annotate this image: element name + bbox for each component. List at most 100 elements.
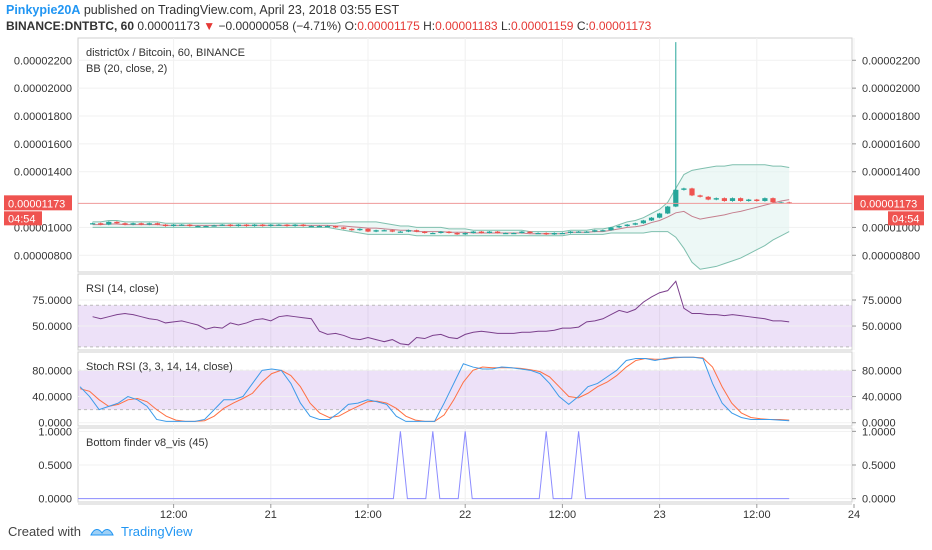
x-tick-label: 22	[459, 509, 471, 520]
candle-body	[470, 231, 476, 233]
candle-body	[713, 198, 719, 200]
y-tick-right-1: 50.0000	[862, 321, 902, 333]
candle-body	[284, 224, 290, 227]
candle-body	[130, 223, 136, 225]
candle-body	[146, 223, 152, 225]
close-label: C:	[576, 19, 589, 33]
x-tick-label: 12:00	[743, 509, 771, 520]
bottom-finder-label: Bottom finder v8_vis (45)	[86, 437, 208, 449]
candle-body	[316, 226, 322, 228]
candle-body	[90, 223, 96, 225]
x-tick-label: 24	[848, 509, 860, 520]
high-value: 0.00001183	[435, 19, 498, 33]
bb-band-fill	[92, 164, 790, 270]
y-tick-right-0: 0.00001000	[862, 222, 920, 234]
candle-body	[365, 228, 371, 232]
candle-body	[276, 224, 282, 226]
candle-body	[203, 226, 209, 228]
tradingview-brand[interactable]: TradingView	[120, 524, 193, 539]
x-tick-label: 12:00	[354, 509, 382, 520]
candle-body	[478, 231, 484, 233]
candle-body	[527, 231, 533, 233]
candle-body	[430, 233, 436, 235]
candle-body	[576, 231, 582, 233]
candle-body	[511, 233, 517, 235]
countdown-left: 04:54	[8, 213, 36, 225]
candle-body	[584, 231, 590, 233]
countdown-right: 04:54	[892, 213, 920, 225]
candle-body	[673, 189, 679, 207]
candle-body	[98, 223, 104, 225]
candle-body	[689, 188, 695, 196]
footer: Created with TradingView	[8, 524, 193, 539]
y-tick-left-1: 75.0000	[32, 295, 72, 307]
candle-body	[503, 233, 509, 235]
candle-body	[106, 221, 112, 225]
candle-body	[373, 230, 379, 232]
chart-header: Pinkypie20A published on TradingView.com…	[6, 2, 926, 34]
candle-body	[324, 226, 331, 228]
y-tick-left-0: 0.00002200	[14, 55, 72, 67]
y-tick-left-2: 80.0000	[32, 365, 72, 377]
y-tick-right-0: 0.00002200	[862, 55, 920, 67]
close-value: 0.00001173	[588, 19, 652, 33]
candle-body	[486, 231, 493, 233]
candle-body	[414, 230, 420, 232]
candle-body	[438, 231, 444, 233]
candle-body	[495, 231, 501, 233]
candle-body	[632, 223, 638, 225]
candle-body	[616, 226, 622, 228]
candle-body	[260, 224, 266, 227]
candle-body	[405, 230, 412, 232]
candle-body	[624, 224, 630, 227]
last-price-left: 0.00001173	[8, 198, 65, 210]
candle-body	[729, 198, 736, 201]
x-tick-label: 12:00	[160, 509, 188, 520]
candle-body	[657, 213, 663, 218]
candle-body	[754, 199, 760, 201]
last-price-tag-left	[4, 195, 72, 211]
y-tick-left-0: 0.00001400	[14, 167, 72, 179]
candle-body	[227, 224, 233, 227]
last-price: 0.00001173	[137, 19, 200, 33]
y-tick-right-2: 40.0000	[862, 392, 902, 404]
high-label: H:	[423, 19, 436, 33]
candle-body	[697, 195, 703, 197]
candle-body	[171, 224, 177, 227]
y-tick-left-0: 0.00002000	[14, 83, 72, 95]
y-tick-left-3: 1.0000	[38, 426, 72, 438]
y-tick-left-3: 0.0000	[38, 494, 72, 506]
candle-body	[446, 231, 452, 233]
publisher-name[interactable]: Pinkypie20A	[6, 3, 81, 17]
rsi-label: RSI (14, close)	[86, 283, 159, 295]
y-tick-right-3: 0.0000	[862, 494, 896, 506]
candle-body	[349, 228, 355, 231]
x-tick-label: 12:00	[549, 509, 577, 520]
candle-body	[640, 220, 646, 224]
chart-area[interactable]: 0.00002200 0.00002200 0.00002000 0.00002000…	[0, 0, 932, 520]
symbol-label[interactable]: BINANCE:DNTBTC, 60	[6, 19, 135, 33]
candle-body	[762, 198, 768, 201]
candle-body	[592, 230, 598, 232]
stoch-k-line	[79, 356, 790, 422]
published-text: published on TradingView.com, April 23, …	[83, 3, 400, 17]
tradingview-logo-icon	[90, 528, 114, 535]
x-tick-label: 23	[653, 509, 665, 520]
y-tick-left-0: 0.00001600	[14, 139, 72, 151]
candle-body	[381, 230, 387, 232]
candle-body	[195, 226, 201, 228]
candle-body	[770, 198, 776, 203]
created-with-text: Created with	[8, 524, 81, 539]
y-tick-left-0: 0.00001000	[14, 222, 72, 234]
candle-body	[162, 224, 169, 227]
rsi-line	[92, 280, 790, 346]
y-tick-left-0: 0.00000800	[14, 250, 72, 262]
open-label: O:	[344, 19, 358, 33]
candle-body	[551, 233, 557, 235]
low-label: L:	[500, 19, 511, 33]
y-tick-left-2: 0.0000	[38, 418, 72, 430]
candle-body	[243, 224, 250, 227]
candle-body	[721, 198, 727, 201]
price-change: −0.00000058 (−4.71%)	[218, 19, 342, 33]
candle-body	[519, 231, 525, 233]
